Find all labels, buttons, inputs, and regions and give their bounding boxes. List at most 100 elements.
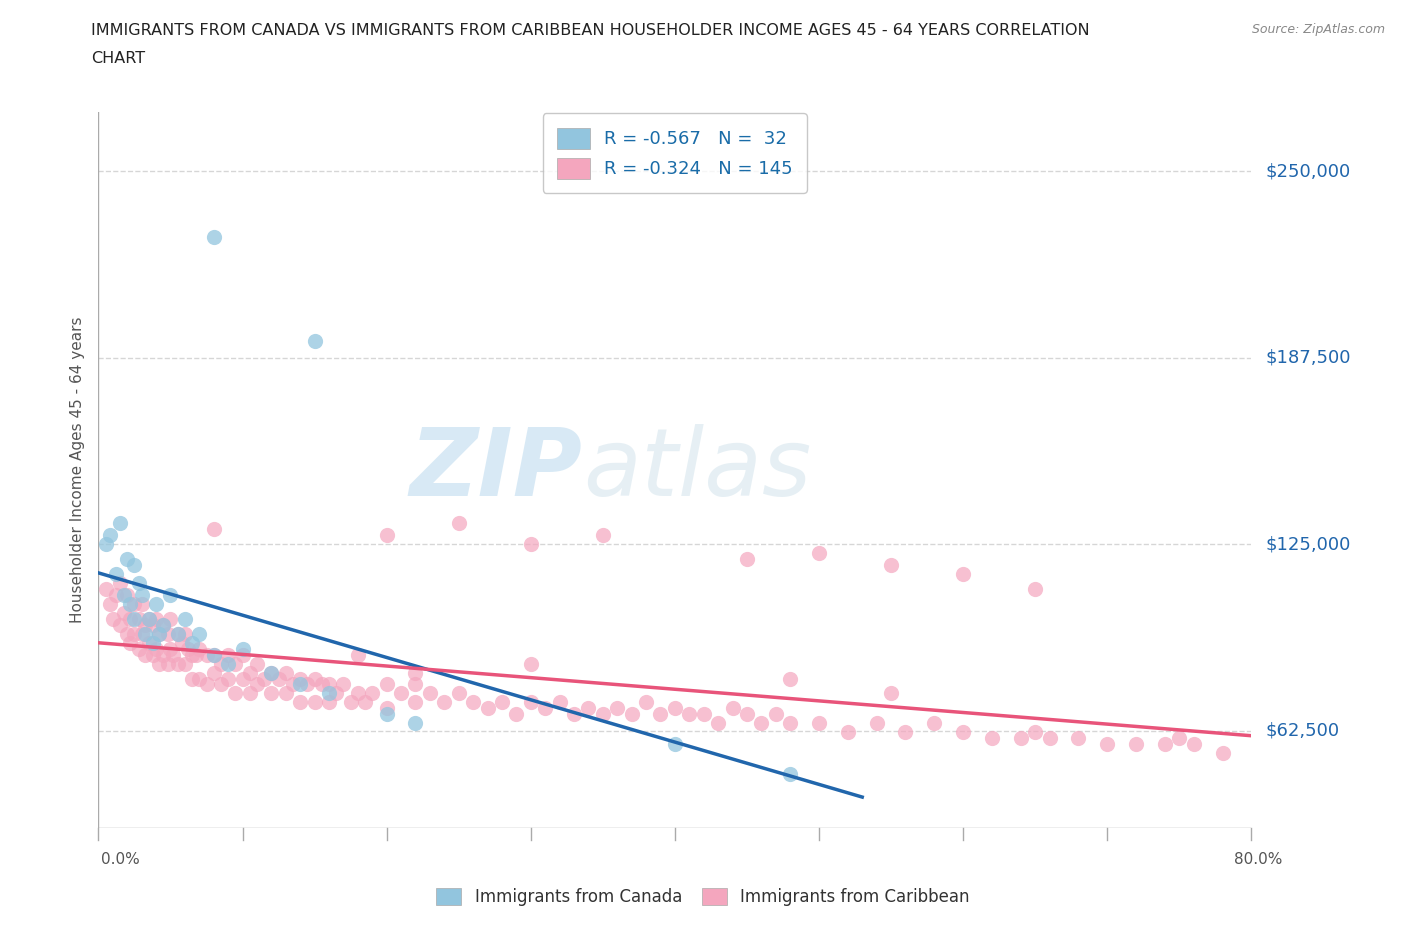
Point xyxy=(94,537,117,551)
Point xyxy=(274,686,297,701)
Point xyxy=(1039,731,1062,746)
Point xyxy=(678,707,700,722)
Point xyxy=(98,596,121,611)
Point xyxy=(924,716,946,731)
Text: ZIP: ZIP xyxy=(409,424,582,515)
Point xyxy=(188,626,211,641)
Point xyxy=(152,618,174,632)
Point xyxy=(318,695,340,710)
Point xyxy=(217,657,239,671)
Point xyxy=(108,618,131,632)
Point xyxy=(447,516,470,531)
Point xyxy=(170,635,193,650)
Point xyxy=(304,671,326,686)
Point xyxy=(148,657,170,671)
Point xyxy=(231,671,254,686)
Text: Source: ZipAtlas.com: Source: ZipAtlas.com xyxy=(1251,23,1385,36)
Point xyxy=(239,686,262,701)
Point xyxy=(98,528,121,543)
Point xyxy=(332,677,354,692)
Point xyxy=(981,731,1004,746)
Point xyxy=(159,588,181,603)
Point xyxy=(1168,731,1191,746)
Point xyxy=(138,611,160,626)
Text: $125,000: $125,000 xyxy=(1265,536,1351,553)
Point xyxy=(751,716,773,731)
Point xyxy=(117,588,139,603)
Point xyxy=(578,701,600,716)
Point xyxy=(120,611,142,626)
Point xyxy=(174,657,197,671)
Text: 0.0%: 0.0% xyxy=(101,852,141,867)
Point xyxy=(117,626,139,641)
Point xyxy=(880,558,903,573)
Point xyxy=(224,657,246,671)
Point xyxy=(128,611,150,626)
Point xyxy=(808,716,831,731)
Text: CHART: CHART xyxy=(91,51,145,66)
Point xyxy=(880,686,903,701)
Point xyxy=(346,647,368,662)
Point xyxy=(202,522,225,537)
Point xyxy=(120,596,142,611)
Point xyxy=(290,695,312,710)
Point xyxy=(620,707,643,722)
Point xyxy=(297,677,319,692)
Point xyxy=(837,724,859,739)
Point xyxy=(281,677,304,692)
Point xyxy=(177,642,200,657)
Point xyxy=(120,635,142,650)
Point xyxy=(461,695,484,710)
Point xyxy=(217,671,239,686)
Point xyxy=(548,695,571,710)
Legend: R = -0.567   N =  32, R = -0.324   N = 145: R = -0.567 N = 32, R = -0.324 N = 145 xyxy=(543,113,807,193)
Point xyxy=(354,695,377,710)
Point xyxy=(664,701,686,716)
Point xyxy=(707,716,730,731)
Point xyxy=(447,686,470,701)
Point xyxy=(142,635,165,650)
Point xyxy=(94,581,117,596)
Point xyxy=(562,707,585,722)
Point xyxy=(202,647,225,662)
Point xyxy=(1182,737,1205,751)
Point xyxy=(304,334,326,349)
Point xyxy=(267,671,290,686)
Point xyxy=(145,642,167,657)
Point xyxy=(108,516,131,531)
Point xyxy=(134,618,156,632)
Point xyxy=(112,588,135,603)
Point xyxy=(419,686,441,701)
Point xyxy=(405,695,427,710)
Point xyxy=(148,626,170,641)
Point xyxy=(375,701,398,716)
Point xyxy=(231,647,254,662)
Point xyxy=(134,626,156,641)
Point xyxy=(650,707,672,722)
Point xyxy=(134,647,156,662)
Point xyxy=(260,686,283,701)
Point xyxy=(131,596,153,611)
Text: $250,000: $250,000 xyxy=(1265,162,1351,180)
Point xyxy=(1010,731,1032,746)
Point xyxy=(894,724,917,739)
Point xyxy=(112,605,135,620)
Point xyxy=(260,665,283,680)
Text: atlas: atlas xyxy=(582,424,811,515)
Point xyxy=(138,611,160,626)
Point xyxy=(202,230,225,245)
Point xyxy=(202,647,225,662)
Point xyxy=(124,611,146,626)
Point xyxy=(166,626,188,641)
Point xyxy=(375,528,398,543)
Point xyxy=(339,695,361,710)
Y-axis label: Householder Income Ages 45 - 64 years: Householder Income Ages 45 - 64 years xyxy=(69,316,84,623)
Point xyxy=(188,671,211,686)
Point xyxy=(808,546,831,561)
Text: $187,500: $187,500 xyxy=(1265,349,1351,366)
Point xyxy=(195,677,218,692)
Point xyxy=(1212,746,1234,761)
Point xyxy=(124,596,146,611)
Point xyxy=(128,576,150,591)
Text: 80.0%: 80.0% xyxy=(1234,852,1282,867)
